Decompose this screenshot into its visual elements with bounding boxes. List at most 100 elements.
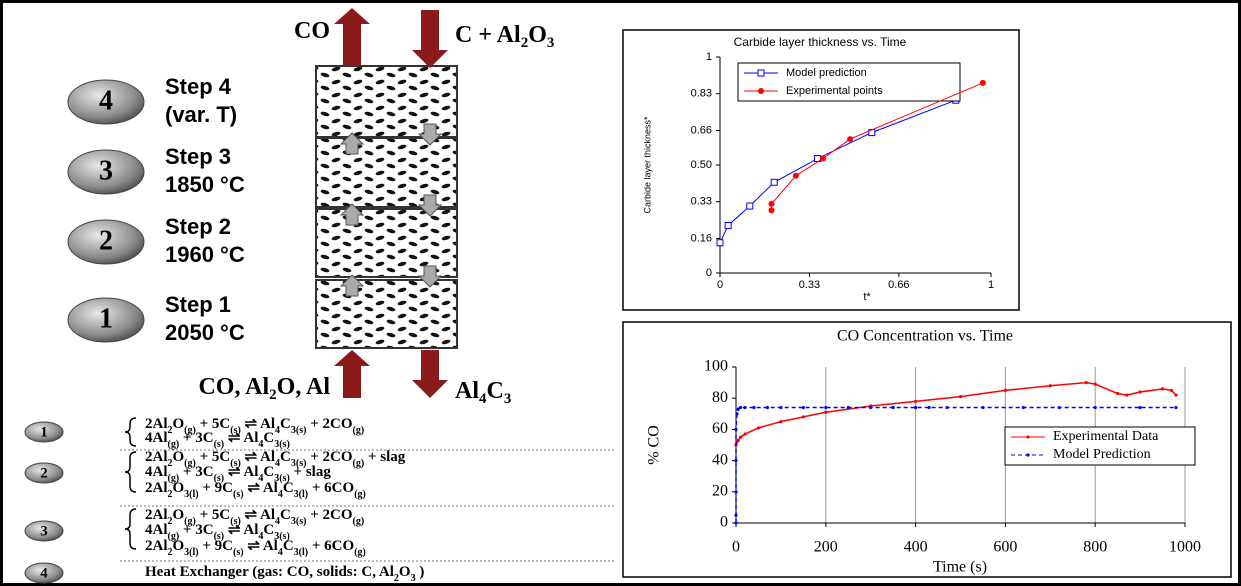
text-run: + 5C (196, 449, 230, 465)
text-run: O (528, 22, 547, 48)
data-point (765, 405, 770, 410)
subscript: 2 (269, 387, 277, 403)
gas-in-arrow (334, 350, 370, 398)
step-condition: 1850 °C (165, 172, 245, 197)
data-point (1174, 405, 1178, 410)
step-condition: 1960 °C (165, 242, 245, 267)
data-point (716, 239, 724, 247)
text-run: 4Al (145, 464, 168, 480)
legend-marker (1026, 435, 1030, 439)
reaction-equation: 4Al(g) + 3C(s) ⇌ Al4C3(s) (145, 430, 290, 449)
y-axis-label: % CO (646, 425, 663, 465)
data-point (1160, 387, 1165, 391)
data-point (981, 405, 985, 410)
subscript: (s) (230, 458, 241, 469)
x-tick-label: 1000 (1169, 539, 1201, 556)
data-point (1093, 382, 1097, 386)
data-point (819, 155, 826, 162)
data-point (1174, 393, 1178, 397)
text-run: ⇌ Al (241, 449, 275, 465)
x-tick-label: 0 (717, 279, 723, 291)
text-run: CO (294, 18, 330, 44)
subscript: (s) (214, 531, 225, 542)
subscript: (s) (230, 425, 241, 436)
x-tick-label: 800 (1083, 539, 1107, 556)
data-point (891, 405, 895, 410)
subscript: 2 (168, 516, 173, 527)
subscript: 2 (168, 425, 173, 436)
data-point (756, 426, 761, 430)
text-run: + 2CO (306, 507, 352, 523)
solid-out-arrow (412, 350, 448, 398)
subscript: (g) (353, 425, 365, 436)
subscript: 3 (547, 35, 555, 51)
x-tick-label: 200 (814, 539, 838, 556)
data-point (869, 405, 873, 410)
data-point (927, 405, 931, 410)
text-run: CO, Al (198, 374, 269, 400)
text-run: + 3C (179, 430, 213, 446)
x-tick-label: 1 (988, 279, 994, 291)
y-tick-label: 100 (704, 358, 728, 375)
subscript: (s) (233, 489, 244, 500)
data-point (1093, 405, 1097, 410)
text-run: O, Al (277, 374, 331, 400)
chart: CO Concentration vs. Time Time (s) % CO 0 20… (622, 321, 1232, 578)
subscript: 3(s) (291, 516, 307, 527)
text-run: + 9C (199, 480, 233, 496)
reaction-equation: 4Al(g) + 3C(s) ⇌ Al4C3(s) + slag (145, 464, 331, 483)
chart-title: Carbide layer thickness vs. Time (734, 35, 907, 49)
subscript: 3(s) (274, 473, 290, 484)
data-point (1138, 405, 1142, 410)
charts: Carbide layer thickness vs. Time t* Carbid… (622, 29, 1232, 578)
subscript: 4 (258, 473, 263, 484)
text-run: C (263, 430, 274, 446)
data-point (779, 420, 783, 424)
data-point (734, 521, 738, 525)
reaction-equation: 2Al2O(g) + 5C(s) ⇌ Al4C3(s) + 2CO(g) (145, 507, 364, 526)
data-point (779, 405, 783, 410)
subscript: (g) (184, 516, 196, 527)
text-run: O (173, 538, 185, 554)
data-point (770, 178, 778, 186)
series-line (735, 406, 1177, 523)
text-run: C (283, 538, 294, 554)
text-run: C (283, 480, 294, 496)
legend-box (1004, 426, 1196, 466)
text-run: C (280, 416, 291, 432)
data-point (734, 459, 738, 463)
x-tick-label: 0.33 (799, 279, 820, 291)
step-number: 2 (99, 225, 113, 256)
text-run: ⇌ Al (244, 538, 278, 554)
data-point (734, 513, 738, 517)
text-run: 2Al (145, 538, 168, 554)
text-run: 4Al (145, 430, 168, 446)
text-run: ⇌ Al (241, 507, 275, 523)
reaction-badge (24, 462, 64, 484)
subscript: 2 (168, 547, 173, 558)
data-point (914, 405, 918, 410)
subscript: 3(s) (274, 439, 290, 450)
text-run: + 9C (199, 538, 233, 554)
legend-label: Model Prediction (1053, 447, 1151, 462)
subscript: 2 (521, 35, 529, 51)
legend-marker (757, 69, 765, 77)
data-point (824, 410, 828, 414)
legend-label: Experimental points (786, 85, 883, 97)
text-run: C (280, 449, 291, 465)
step-badge (67, 79, 145, 125)
y-tick-label: 0.33 (691, 196, 712, 208)
y-tick-label: 60 (712, 420, 728, 437)
data-point (801, 405, 805, 410)
legend-label: Model prediction (786, 67, 867, 79)
brace (124, 508, 137, 550)
reaction-number: 1 (40, 424, 48, 440)
y-axis-label: Carbide layer thickness* (642, 116, 652, 214)
steps: 4 Step 4 (var. T) 3 Step 3 1850 °C 2 Step 2 1960… (67, 74, 245, 345)
text-run: + 6CO (308, 538, 354, 554)
step-number: 1 (99, 303, 113, 334)
reaction-equation: 2Al2O3(l) + 9C(s) ⇌ Al4C3(l) + 6CO(g) (145, 480, 366, 499)
data-point (1125, 393, 1129, 397)
data-point (743, 405, 747, 410)
